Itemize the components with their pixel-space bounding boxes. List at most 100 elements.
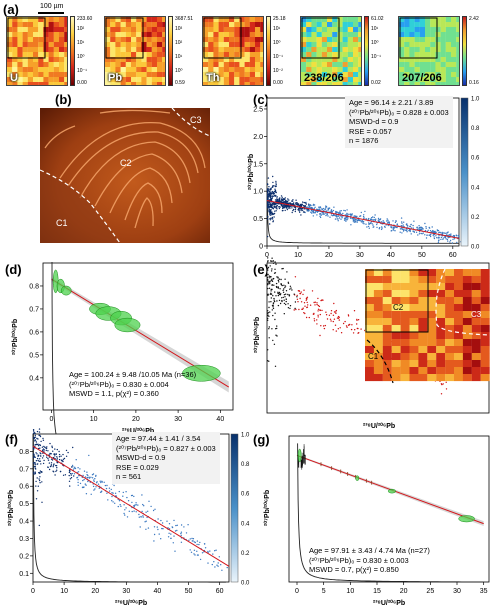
data-point (277, 287, 280, 289)
data-point (275, 183, 277, 186)
data-point (314, 206, 316, 208)
x-tick-label: 10 (60, 588, 68, 595)
data-point (324, 208, 327, 210)
data-point (47, 466, 49, 469)
data-point (267, 189, 269, 191)
data-point (270, 206, 272, 208)
data-point (349, 214, 352, 216)
data-point (38, 431, 41, 433)
data-point (275, 185, 277, 187)
data-point (273, 185, 275, 187)
data-point (118, 490, 121, 493)
data-point (69, 478, 72, 480)
data-point (50, 462, 53, 464)
data-point (50, 458, 53, 460)
data-point (281, 297, 283, 299)
colorbar (70, 16, 75, 86)
map-pixels (301, 17, 361, 85)
data-point (133, 505, 135, 507)
data-point (316, 214, 318, 216)
data-point (77, 467, 79, 469)
y-tick-label: 0.3 (19, 536, 29, 543)
data-point (321, 208, 324, 210)
data-point (370, 217, 373, 219)
data-point (276, 204, 278, 207)
data-point (445, 238, 447, 240)
data-point (279, 288, 281, 290)
data-point (373, 216, 375, 219)
zone-label-c2: C2 (120, 158, 132, 168)
chart-d: 0 10 20 30 40 0.4 0.5 0.6 0.7 0.8 ²³⁸U/²⁰⁶Pb ²⁰⁷Pb/… (11, 261, 234, 440)
data-point (67, 451, 69, 454)
data-point (268, 326, 270, 328)
data-point (390, 230, 392, 232)
data-point (180, 531, 183, 533)
data-point (323, 327, 326, 330)
data-point (442, 383, 444, 385)
density-colorbar (460, 97, 469, 247)
data-point (442, 237, 444, 239)
data-point (327, 209, 330, 211)
data-point (32, 429, 35, 431)
data-point (90, 476, 92, 478)
data-point (325, 206, 327, 209)
data-point (272, 262, 275, 264)
y-axis-title: ²⁰⁷Pb/²⁰⁶Pb (263, 490, 271, 526)
data-point (370, 218, 372, 221)
data-point (421, 227, 423, 229)
data-point (337, 220, 339, 222)
data-point (276, 208, 278, 210)
data-point (377, 217, 380, 220)
data-point (55, 465, 58, 467)
data-point (270, 199, 272, 201)
data-point (325, 214, 327, 217)
data-point (337, 328, 339, 330)
data-point (145, 520, 147, 522)
data-point (347, 324, 350, 326)
data-point (40, 463, 42, 465)
data-point (281, 198, 283, 201)
data-point (36, 477, 38, 479)
data-point (85, 484, 87, 486)
data-point (214, 566, 216, 568)
data-point (54, 474, 56, 476)
data-point (268, 337, 270, 339)
data-point (112, 492, 114, 494)
data-point (51, 445, 53, 447)
data-point (269, 277, 271, 279)
data-point (283, 294, 286, 296)
data-point (137, 504, 139, 506)
data-point (305, 203, 308, 205)
y-tick-label: 2.5 (253, 106, 263, 113)
data-point (183, 526, 185, 528)
data-point (141, 494, 143, 496)
data-point (271, 288, 273, 291)
data-point (356, 221, 358, 223)
data-point (449, 234, 451, 236)
data-point (329, 318, 332, 320)
data-point (133, 495, 135, 498)
data-point (273, 299, 275, 301)
data-point (198, 543, 200, 546)
data-point (272, 307, 275, 310)
data-point (267, 310, 269, 312)
data-point (69, 485, 71, 487)
data-point (291, 207, 293, 209)
data-point (270, 187, 272, 189)
data-point (82, 479, 84, 482)
data-point (70, 474, 73, 476)
data-point (272, 277, 275, 280)
data-point (72, 446, 74, 449)
x-tick-label: 50 (185, 588, 193, 595)
data-point (359, 215, 361, 218)
data-point (277, 199, 279, 201)
y-tick-label: 0.4 (19, 519, 29, 526)
data-point (56, 469, 58, 471)
error-ellipse (297, 448, 302, 463)
data-point (354, 218, 356, 220)
data-point (39, 460, 41, 462)
data-point (33, 455, 35, 457)
data-point (68, 480, 71, 482)
data-point (74, 467, 77, 470)
panel-label-d: (d) (5, 262, 22, 277)
